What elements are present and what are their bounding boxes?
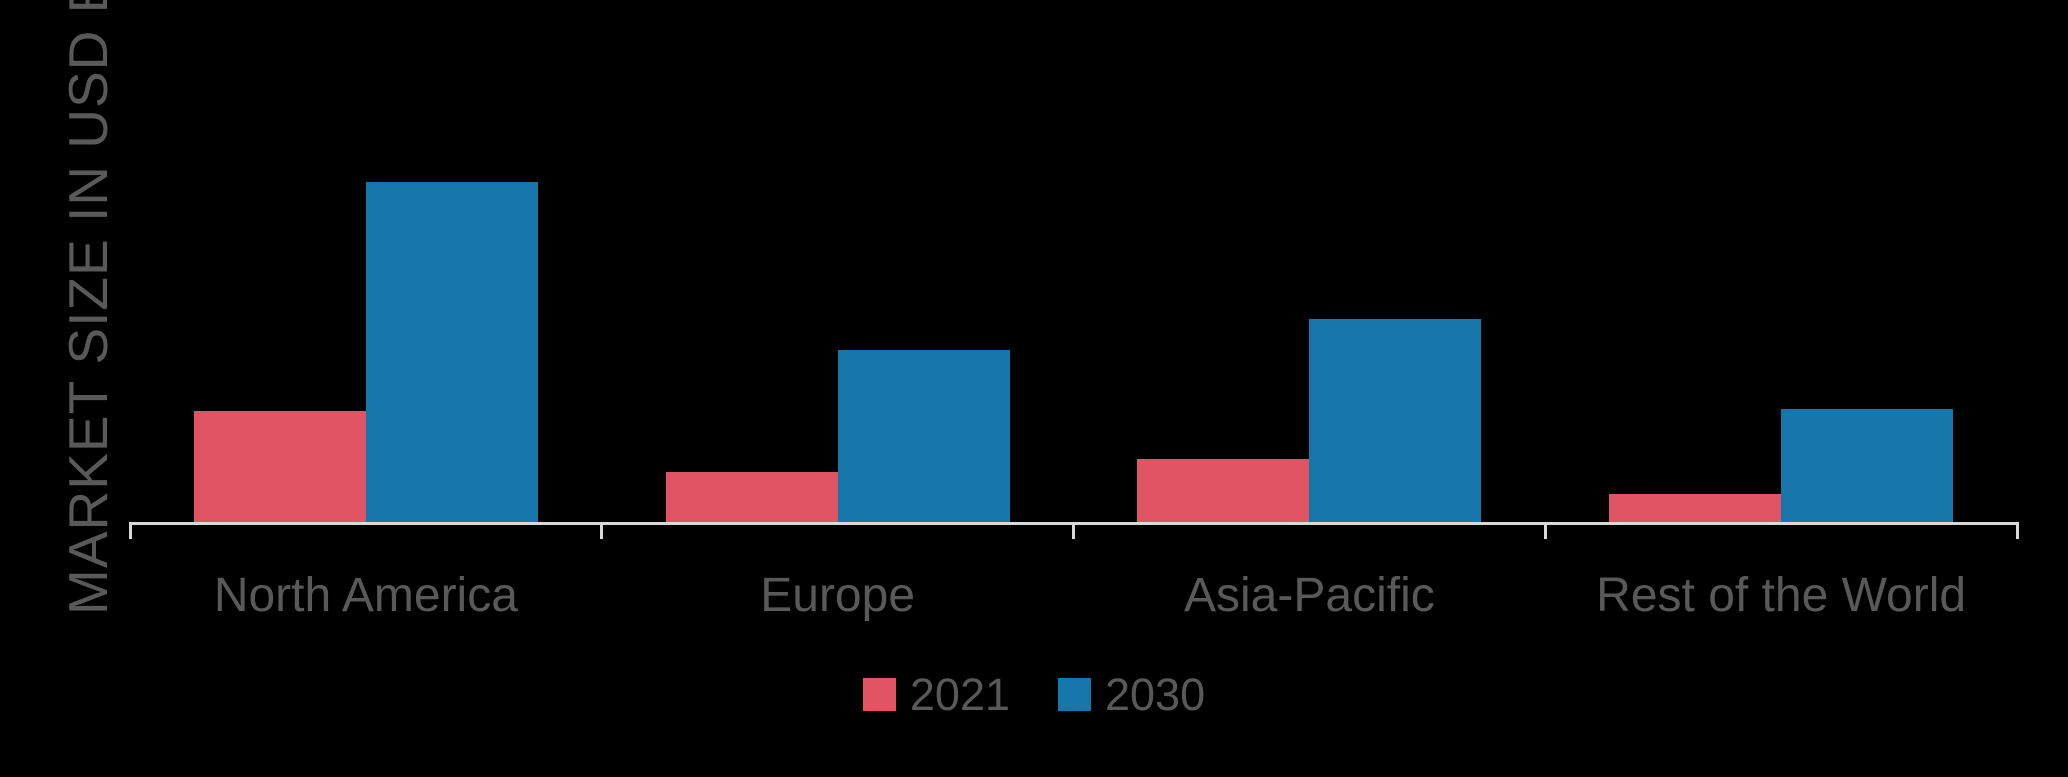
axis-tick bbox=[128, 522, 132, 539]
bar-group-north-america bbox=[130, 0, 602, 522]
legend-swatch-2030 bbox=[1058, 678, 1091, 711]
legend-label-2030: 2030 bbox=[1105, 669, 1206, 720]
axis-tick bbox=[1543, 522, 1547, 539]
legend-item-2021: 2021 bbox=[862, 669, 1010, 720]
bar-group-rest-of-the-world bbox=[1545, 0, 2017, 522]
bar-2030-north-america bbox=[365, 182, 538, 522]
bar-group-asia-pacific bbox=[1074, 0, 1546, 522]
bar-2030-rest-of-the-world bbox=[1781, 409, 1954, 522]
bar-2021-asia-pacific bbox=[1137, 459, 1310, 522]
bar-2030-asia-pacific bbox=[1309, 319, 1482, 522]
x-axis-label-north-america: North America bbox=[213, 569, 518, 622]
bar-2030-europe bbox=[837, 350, 1010, 522]
legend-label-2021: 2021 bbox=[909, 669, 1010, 720]
axis-tick bbox=[1072, 522, 1075, 539]
legend-item-2030: 2030 bbox=[1058, 672, 1205, 717]
bar-group-europe bbox=[602, 0, 1074, 522]
bar-2021-europe bbox=[665, 472, 838, 522]
axis-tick bbox=[2015, 522, 2019, 539]
axis-tick bbox=[600, 522, 604, 539]
x-axis-label-asia-pacific: Asia-Pacific bbox=[1184, 569, 1435, 622]
x-axis-label-rest-of-the-world: Rest of the World bbox=[1596, 569, 1967, 622]
legend-swatch-2021 bbox=[862, 678, 896, 711]
bar-2021-rest-of-the-world bbox=[1609, 494, 1782, 522]
bar-2021-north-america bbox=[193, 411, 366, 522]
x-axis-label-europe: Europe bbox=[760, 569, 916, 622]
legend: 2021 2030 bbox=[0, 672, 2068, 717]
